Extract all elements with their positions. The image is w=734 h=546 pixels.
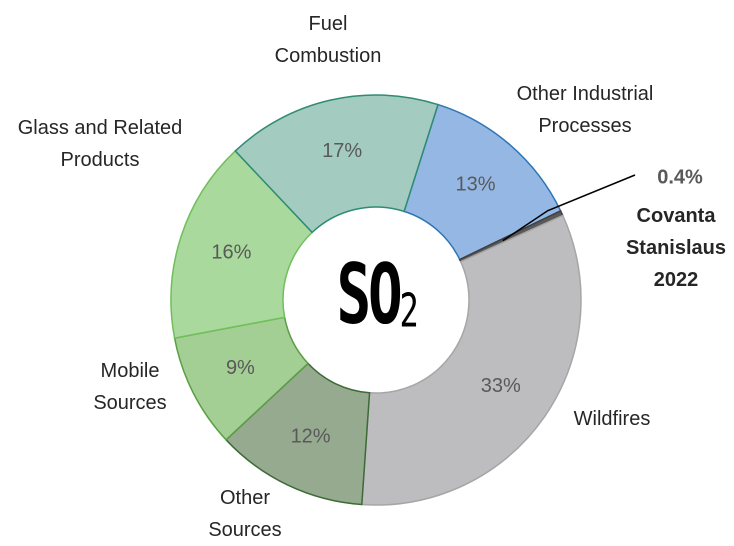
percent-label: 0.4%	[657, 166, 703, 188]
segments	[170, 94, 582, 506]
percent-label: 16%	[211, 241, 251, 263]
leader-line	[502, 174, 636, 242]
category-label: Fuel Combustion	[274, 13, 382, 67]
percent-label: 9%	[226, 357, 255, 379]
category-label: Covanta Stanislaus 2022	[625, 205, 727, 291]
category-label: Wildfires	[573, 408, 651, 430]
percent-label: 17%	[322, 140, 362, 162]
category-label: Glass and Related Products	[17, 117, 183, 171]
category-label: Other Sources	[208, 487, 282, 541]
category-label: Other Industrial Processes	[516, 83, 654, 137]
percent-label: 12%	[291, 425, 331, 447]
center-main: SO	[336, 246, 400, 342]
donut-segment	[170, 149, 314, 340]
center-sub: 2	[399, 284, 416, 337]
percent-label: 13%	[456, 173, 496, 195]
center-label: SO2	[336, 246, 416, 342]
percent-label: 33%	[481, 375, 521, 397]
category-label: Mobile Sources	[93, 360, 167, 414]
donut-segment	[234, 94, 439, 234]
donut-segment	[360, 214, 582, 506]
